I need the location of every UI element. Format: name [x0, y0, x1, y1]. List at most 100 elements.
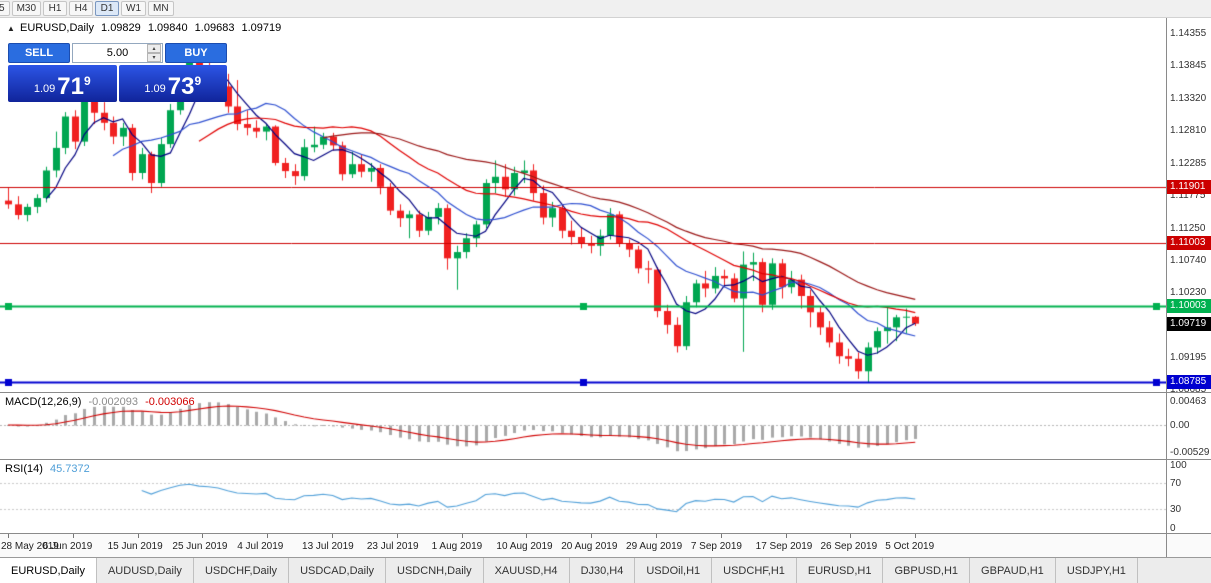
price-tick: 1.11775: [1170, 189, 1206, 201]
sell-button[interactable]: SELL: [8, 43, 70, 63]
date-tick-mark: [786, 534, 787, 538]
date-label: 29 Aug 2019: [626, 541, 683, 552]
date-label: 15 Jun 2019: [107, 541, 163, 552]
price-tick: 1.10230: [1170, 286, 1207, 298]
price-line-tag: 1.11003: [1167, 236, 1211, 251]
rsi-row: RSI(14) 45.7372 100 70 30 0: [0, 459, 1211, 533]
price-tick: 1.14355: [1170, 27, 1207, 39]
chart-tab-11[interactable]: GBPAUD,H1: [970, 558, 1056, 583]
sell-price-prefix: 1.09: [33, 83, 56, 95]
date-label: 10 Aug 2019: [496, 541, 553, 552]
volume-down-button[interactable]: ▾: [147, 53, 161, 62]
chart-tab-6[interactable]: DJ30,H4: [569, 558, 636, 583]
timeframe-button-m30[interactable]: M30: [11, 1, 42, 16]
price-tick: 1.13320: [1170, 92, 1207, 104]
buy-price-prefix: 1.09: [144, 83, 166, 95]
timeframe-button-h1[interactable]: H1: [43, 1, 68, 16]
date-label: 23 Jul 2019: [366, 541, 419, 552]
date-label: 17 Sep 2019: [755, 541, 813, 552]
rsi-axis: 100 70 30 0: [1166, 460, 1211, 533]
chart-tab-1[interactable]: AUDUSD,Daily: [96, 558, 194, 583]
chart-tab-2[interactable]: USDCHF,Daily: [193, 558, 290, 583]
one-click-trading-panel: SELL 5.00 ▴ ▾ BUY 1.09 71 9: [8, 43, 227, 102]
date-tick-mark: [526, 534, 527, 538]
volume-value[interactable]: 5.00: [106, 47, 129, 59]
timeframe-button-d1[interactable]: D1: [95, 1, 120, 16]
chart-tab-3[interactable]: USDCAD,Daily: [289, 558, 387, 583]
macd-tick: 0.00463: [1170, 396, 1207, 408]
current-price-tag: 1.09719: [1167, 316, 1211, 331]
date-tick-mark: [202, 534, 203, 538]
price-line-tag: 1.10003: [1167, 298, 1211, 313]
ohlc-low: 1.09683: [194, 22, 235, 34]
chart-tab-8[interactable]: USDCHF,H1: [712, 558, 797, 583]
date-label: 6 Jun 2019: [42, 541, 93, 552]
date-label: 26 Sep 2019: [820, 541, 878, 552]
rsi-tick: 30: [1170, 503, 1182, 515]
macd-chart[interactable]: [0, 393, 1166, 459]
price-tick: 1.12285: [1170, 157, 1207, 169]
timeframe-toolbar: 5M30H1H4D1W1MN: [0, 0, 1211, 18]
macd-axis: 0.00463 0.00 -0.00529: [1166, 393, 1211, 459]
timeframe-button-5[interactable]: 5: [0, 1, 10, 16]
rsi-tick: 0: [1170, 523, 1176, 533]
date-tick-mark: [656, 534, 657, 538]
chart-tab-0[interactable]: EURUSD,Daily: [0, 558, 97, 583]
chart-tabbar: EURUSD,Daily AUDUSD,Daily USDCHF,Daily USDC…: [0, 557, 1211, 583]
date-axis: 28 May 2019 6 Jun 2019 15 Jun 2019 25 Jun 2…: [0, 534, 1166, 557]
chart-tab-7[interactable]: USDOil,H1: [635, 558, 713, 583]
price-tick: 1.12810: [1170, 124, 1207, 136]
volume-up-button[interactable]: ▴: [147, 44, 161, 53]
chart-tab-5[interactable]: XAUUSD,H4: [483, 558, 570, 583]
macd-signal-value: -0.003066: [145, 396, 195, 408]
date-label: 4 Jul 2019: [237, 541, 284, 552]
price-line-tag: 1.11901: [1167, 179, 1211, 194]
chart-tab-4[interactable]: USDCNH,Daily: [386, 558, 484, 583]
date-label: 28 May 2019: [1, 541, 59, 552]
date-label: 5 Oct 2019: [885, 541, 935, 552]
timeframe-button-mn[interactable]: MN: [148, 1, 174, 16]
volume-spinner: ▴ ▾: [147, 44, 161, 62]
ohlc-close: 1.09719: [241, 22, 282, 34]
timeframe-button-h4[interactable]: H4: [69, 1, 94, 16]
macd-name: MACD(12,26,9): [5, 396, 82, 408]
ohlc-high: 1.09840: [147, 22, 188, 34]
date-label: 13 Jul 2019: [302, 541, 354, 552]
price-axis: 1.14355 1.13845 1.13320 1.12810 1.12285 1.117…: [1166, 18, 1211, 392]
rsi-tick: 100: [1170, 460, 1187, 471]
buy-button[interactable]: BUY: [165, 43, 227, 63]
date-tick-mark: [73, 534, 74, 538]
macd-main-value: -0.002093: [88, 396, 139, 408]
date-label: 20 Aug 2019: [561, 541, 618, 552]
rsi-name: RSI(14): [5, 463, 43, 475]
timeframe-button-w1[interactable]: W1: [121, 1, 147, 16]
buy-price-pip: 9: [194, 74, 202, 88]
date-tick-mark: [850, 534, 851, 538]
macd-tick: -0.00529: [1170, 447, 1210, 459]
date-tick-mark: [138, 534, 139, 538]
rsi-tick: 70: [1170, 478, 1182, 490]
macd-tick: 0.00: [1170, 419, 1190, 431]
ohlc-open: 1.09829: [101, 22, 141, 34]
price-line-tag: 1.08785: [1167, 375, 1211, 390]
date-tick-mark: [8, 534, 9, 538]
rsi-label: RSI(14) 45.7372: [5, 463, 94, 475]
price-tick: 1.13845: [1170, 59, 1207, 71]
chart-symbol-period: EURUSD,Daily: [19, 22, 94, 34]
date-tick-mark: [462, 534, 463, 538]
volume-field[interactable]: 5.00 ▴ ▾: [72, 43, 163, 63]
chart-tab-12[interactable]: USDJPY,H1: [1055, 558, 1138, 583]
rsi-chart[interactable]: [0, 460, 1166, 533]
chart-tab-10[interactable]: GBPUSD,H1: [883, 558, 971, 583]
chart-header: ▲ EURUSD,Daily 1.09829 1.09840 1.09683 1…: [7, 22, 285, 34]
chart-tab-9[interactable]: EURUSD,H1: [796, 558, 884, 583]
sell-price-display[interactable]: 1.09 71 9: [8, 65, 117, 102]
date-tick-mark: [332, 534, 333, 538]
date-axis-corner: [1166, 534, 1211, 557]
macd-label: MACD(12,26,9) -0.002093 -0.003066: [5, 396, 199, 408]
sell-price-pip: 9: [83, 74, 91, 88]
date-label: 1 Aug 2019: [431, 541, 483, 552]
date-tick-mark: [721, 534, 722, 538]
buy-price-display[interactable]: 1.09 73 9: [118, 65, 227, 102]
